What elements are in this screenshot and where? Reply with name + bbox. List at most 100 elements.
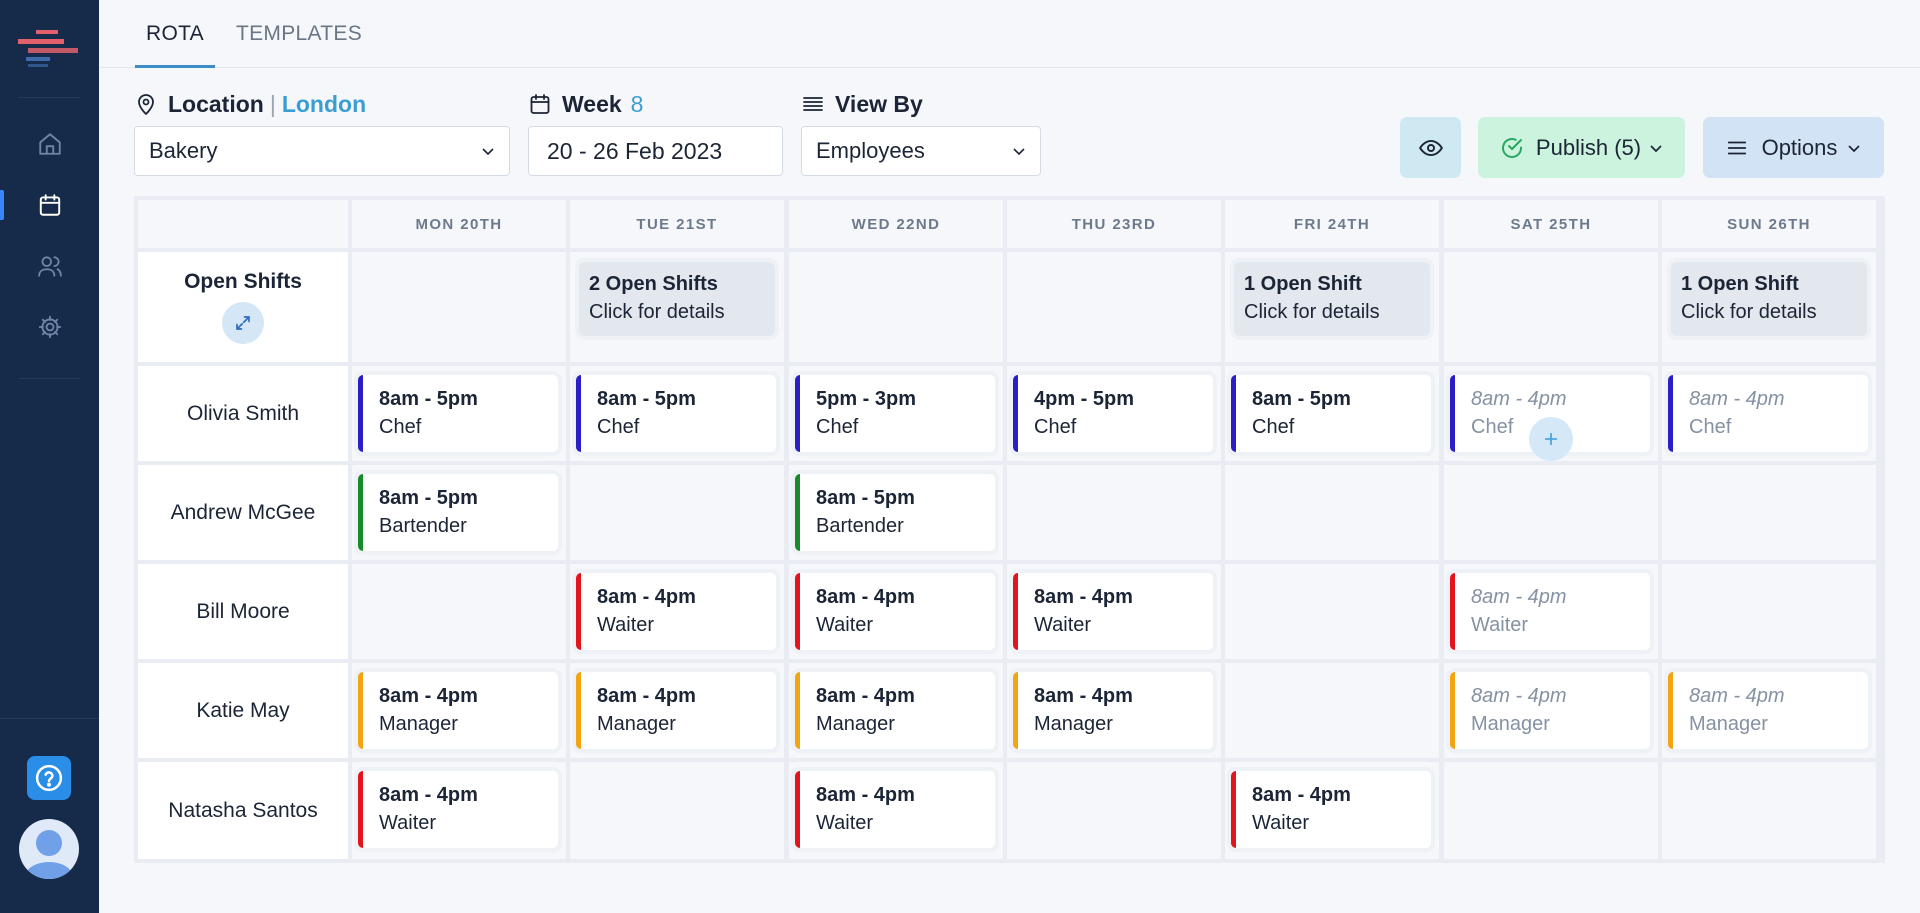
shift-card[interactable]: 8am - 4pm Waiter [795, 573, 995, 650]
shift-card[interactable]: 8am - 5pm Chef [358, 375, 558, 452]
open-shift-card[interactable]: 2 Open Shifts Click for details [579, 262, 775, 336]
shift-card[interactable]: 4pm - 5pm Chef [1013, 375, 1213, 452]
day-cell[interactable] [352, 564, 566, 659]
shift-card[interactable]: 8am - 4pm Manager [1450, 672, 1650, 749]
day-cell[interactable] [1007, 762, 1221, 859]
help-button[interactable] [27, 756, 71, 800]
help-icon [35, 764, 63, 792]
location-value: London [281, 90, 367, 117]
day-cell[interactable] [1444, 465, 1658, 560]
open-shift-subtitle: Click for details [1681, 301, 1817, 323]
add-shift-button[interactable] [1529, 417, 1573, 461]
view-by-select-value: Employees [816, 138, 925, 163]
shift-role: Bartender [379, 515, 467, 537]
calendar-icon [530, 94, 550, 114]
week-range-picker[interactable]: 20 - 26 Feb 2023 [528, 126, 783, 176]
tab-bar: ROTA TEMPLATES [99, 0, 1920, 68]
location-label-text: Location [168, 90, 264, 117]
options-button[interactable]: Options [1703, 117, 1884, 178]
shift-role: Chef [597, 416, 640, 438]
nav-users[interactable] [0, 241, 99, 291]
shift-card[interactable]: 8am - 5pm Bartender [358, 474, 558, 551]
tab-rota[interactable]: ROTA [135, 0, 215, 68]
day-cell[interactable] [1444, 762, 1658, 859]
week-range-value: 20 - 26 Feb 2023 [547, 137, 723, 164]
day-header: SAT 25TH [1444, 200, 1658, 248]
week-label-text: Week [562, 90, 622, 117]
day-cell[interactable] [1007, 252, 1221, 362]
day-cell[interactable] [570, 465, 784, 560]
shift-time: 8am - 4pm [816, 784, 915, 806]
shift-card[interactable]: 8am - 4pm Waiter [576, 573, 776, 650]
tab-templates[interactable]: TEMPLATES [236, 22, 363, 45]
shift-role: Waiter [597, 614, 655, 636]
shift-role: Manager [379, 713, 458, 735]
shift-time: 8am - 4pm [379, 784, 478, 806]
day-header: TUE 21ST [570, 200, 784, 248]
map-pin-icon [138, 94, 154, 115]
publish-button[interactable]: Publish (5) [1478, 117, 1685, 178]
shift-role: Chef [1252, 416, 1295, 438]
shift-card[interactable]: 8am - 4pm Manager [358, 672, 558, 749]
chevron-down-icon [1650, 144, 1662, 152]
day-cell[interactable] [1662, 465, 1876, 560]
chevron-down-icon [482, 148, 494, 156]
open-shift-card[interactable]: 1 Open Shift Click for details [1671, 262, 1867, 336]
day-cell[interactable] [570, 762, 784, 859]
expand-button[interactable] [222, 302, 264, 344]
app-logo[interactable] [18, 30, 82, 70]
nav-home[interactable] [0, 119, 99, 169]
user-avatar[interactable] [19, 819, 79, 879]
day-cell[interactable] [352, 252, 566, 362]
shift-role: Waiter [379, 812, 437, 834]
shift-card[interactable]: 8am - 4pm Manager [795, 672, 995, 749]
shift-card[interactable]: 8am - 4pm Manager [576, 672, 776, 749]
week-number: 8 [630, 90, 644, 117]
shift-time: 8am - 4pm [1689, 685, 1785, 707]
day-cell[interactable] [1225, 465, 1439, 560]
shift-card[interactable]: 8am - 4pm Manager [1013, 672, 1213, 749]
users-icon [37, 256, 62, 277]
open-shift-card[interactable]: 1 Open Shift Click for details [1234, 262, 1430, 336]
shift-card[interactable]: 8am - 5pm Chef [576, 375, 776, 452]
shift-time: 8am - 4pm [1471, 586, 1567, 608]
preview-button[interactable] [1400, 117, 1461, 178]
day-cell[interactable] [1662, 564, 1876, 659]
shift-card[interactable]: 8am - 4pm Waiter [358, 771, 558, 848]
week-label: Week 8 [528, 89, 643, 119]
shift-card[interactable]: 8am - 4pm Waiter [795, 771, 995, 848]
shift-time: 8am - 4pm [1252, 784, 1351, 806]
nav-calendar[interactable] [0, 180, 99, 230]
eye-icon [1418, 139, 1443, 156]
day-cell[interactable] [1662, 762, 1876, 859]
shift-card[interactable]: 8am - 4pm Chef [1668, 375, 1868, 452]
calendar-icon [39, 194, 60, 216]
shift-role: Manager [1034, 713, 1113, 735]
shift-card[interactable]: 8am - 4pm Waiter [1013, 573, 1213, 650]
list-icon [803, 97, 823, 111]
open-shifts-label: Open Shifts [184, 270, 302, 293]
day-cell[interactable] [789, 252, 1003, 362]
shift-role: Waiter [1471, 614, 1529, 636]
shift-card[interactable]: 5pm - 3pm Chef [795, 375, 995, 452]
shift-card[interactable]: 8am - 4pm Manager [1668, 672, 1868, 749]
shift-card[interactable]: 8am - 5pm Chef [1231, 375, 1431, 452]
chevron-down-icon [1848, 144, 1861, 152]
shift-role: Manager [1471, 713, 1550, 735]
shift-card[interactable]: 8am - 5pm Bartender [795, 474, 995, 551]
shift-role: Waiter [1034, 614, 1092, 636]
nav-settings[interactable] [0, 302, 99, 352]
shift-card[interactable]: 8am - 4pm Waiter [1450, 573, 1650, 650]
shift-role: Waiter [1252, 812, 1310, 834]
day-cell[interactable] [1225, 663, 1439, 758]
day-cell[interactable] [1007, 465, 1221, 560]
day-cell[interactable] [1225, 564, 1439, 659]
location-select[interactable]: Bakery [134, 126, 510, 176]
shift-card[interactable]: 8am - 4pm Waiter [1231, 771, 1431, 848]
employee-name: Natasha Santos [138, 762, 348, 859]
day-cell[interactable] [1444, 252, 1658, 362]
publish-label: Publish (5) [1535, 134, 1642, 160]
view-by-select[interactable]: Employees [801, 126, 1041, 176]
view-by-label: View By [801, 89, 923, 119]
shift-time: 8am - 4pm [816, 586, 915, 608]
